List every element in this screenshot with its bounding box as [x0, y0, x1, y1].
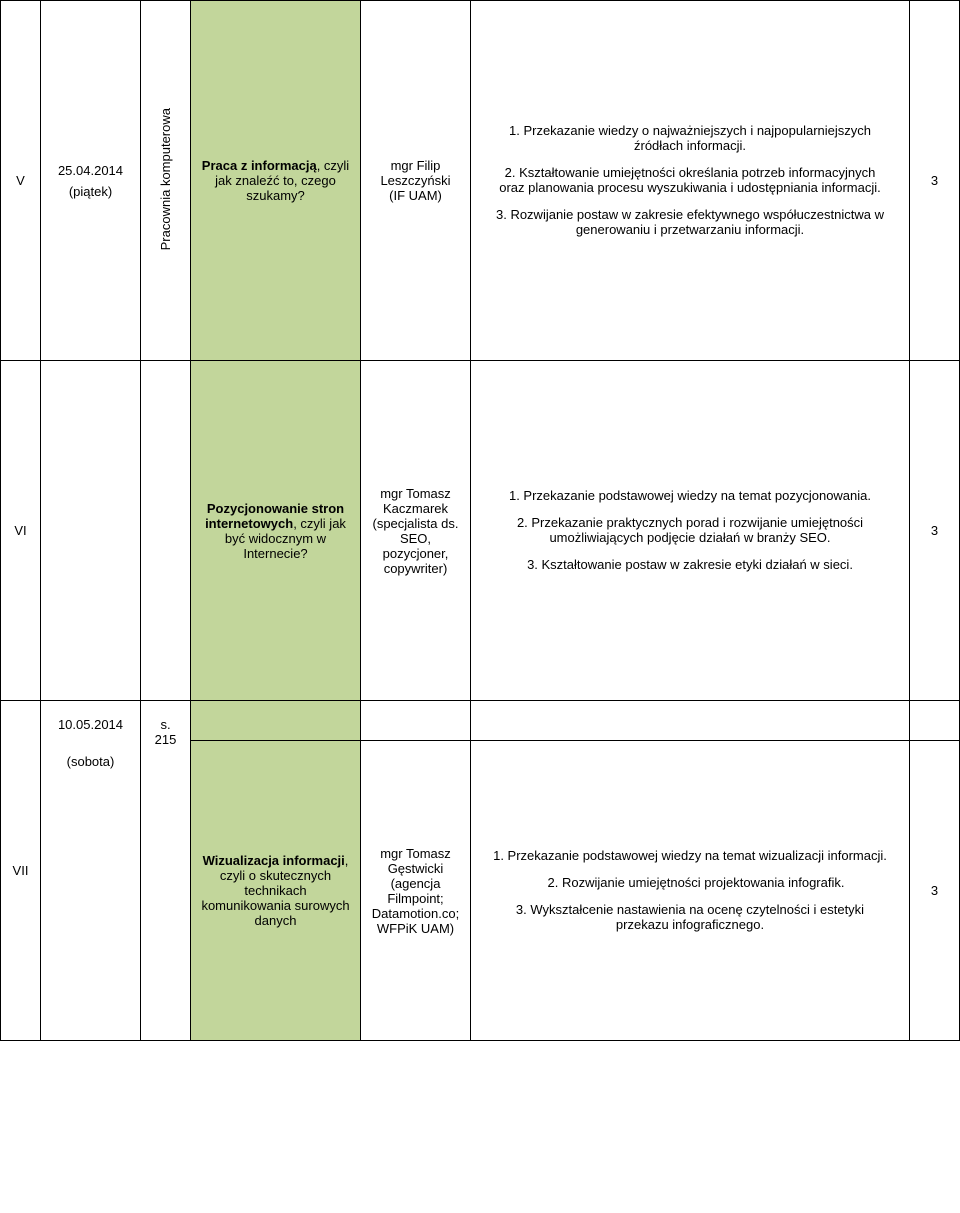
date-value: 25.04.2014 — [49, 163, 132, 178]
desc-paragraph: 1. Przekazanie wiedzy o najważniejszych … — [491, 123, 889, 153]
table-row: VII 10.05.2014 (sobota) s. 215 — [1, 701, 960, 741]
desc-cell: 1. Przekazanie wiedzy o najważniejszych … — [471, 1, 910, 361]
room-cell: s. 215 — [141, 701, 191, 1041]
topic-bold: Praca z informacją — [202, 158, 317, 173]
topic-spacer — [191, 701, 361, 741]
desc-paragraph: 3. Rozwijanie postaw w zakresie efektywn… — [491, 207, 889, 237]
lecturer-spacer — [361, 701, 471, 741]
room-text: s. 215 — [155, 717, 177, 747]
roman-cell: VI — [1, 361, 41, 701]
room-cell: Pracownia komputerowa — [141, 1, 191, 361]
desc-paragraph: 2. Rozwijanie umiejętności projektowania… — [491, 875, 889, 890]
lecturer-name: mgr Tomasz Kaczmarek — [369, 486, 462, 516]
lecturer-cell: mgr Tomasz Kaczmarek (specjalista ds. SE… — [361, 361, 471, 701]
hours-spacer — [910, 701, 960, 741]
roman-cell: V — [1, 1, 41, 361]
desc-paragraph: 2. Przekazanie praktycznych porad i rozw… — [491, 515, 889, 545]
lecturer-affil: (agencja Filmpoint; Datamotion.co; WFPiK… — [369, 876, 462, 936]
day-value: (piątek) — [49, 184, 132, 199]
lecturer-affil: (specjalista ds. SEO, pozycjoner, copywr… — [369, 516, 462, 576]
date-cell: 10.05.2014 (sobota) — [41, 701, 141, 1041]
topic-bold: Wizualizacja informacji — [203, 853, 345, 868]
room-vertical: Pracownia komputerowa — [158, 108, 173, 250]
desc-paragraph: 3. Wykształcenie nastawienia na ocenę cz… — [491, 902, 889, 932]
desc-paragraph: 1. Przekazanie podstawowej wiedzy na tem… — [491, 848, 889, 863]
topic-cell: Wizualizacja informacji, czyli o skutecz… — [191, 741, 361, 1041]
table-row: VI Pozycjonowanie stron internetowych, c… — [1, 361, 960, 701]
course-table: V 25.04.2014 (piątek) Pracownia komputer… — [0, 0, 960, 1041]
date-cell — [41, 361, 141, 701]
lecturer-name: mgr Tomasz Gęstwicki — [369, 846, 462, 876]
table-row: V 25.04.2014 (piątek) Pracownia komputer… — [1, 1, 960, 361]
day-value: (sobota) — [49, 754, 132, 769]
desc-paragraph: 3. Kształtowanie postaw w zakresie etyki… — [491, 557, 889, 572]
desc-paragraph: 1. Przekazanie podstawowej wiedzy na tem… — [491, 488, 889, 503]
date-cell: 25.04.2014 (piątek) — [41, 1, 141, 361]
desc-paragraph: 2. Kształtowanie umiejętności określania… — [491, 165, 889, 195]
lecturer-cell: mgr Tomasz Gęstwicki (agencja Filmpoint;… — [361, 741, 471, 1041]
topic-cell: Pozycjonowanie stron internetowych, czyl… — [191, 361, 361, 701]
lecturer-affil: (IF UAM) — [369, 188, 462, 203]
lecturer-cell: mgr Filip Leszczyński (IF UAM) — [361, 1, 471, 361]
topic-cell: Praca z informacją, czyli jak znaleźć to… — [191, 1, 361, 361]
desc-cell: 1. Przekazanie podstawowej wiedzy na tem… — [471, 361, 910, 701]
lecturer-name: mgr Filip Leszczyński — [369, 158, 462, 188]
roman-cell: VII — [1, 701, 41, 1041]
desc-cell: 1. Przekazanie podstawowej wiedzy na tem… — [471, 741, 910, 1041]
hours-cell: 3 — [910, 361, 960, 701]
room-cell — [141, 361, 191, 701]
desc-spacer — [471, 701, 910, 741]
hours-cell: 3 — [910, 1, 960, 361]
date-value: 10.05.2014 — [49, 717, 132, 732]
hours-cell: 3 — [910, 741, 960, 1041]
